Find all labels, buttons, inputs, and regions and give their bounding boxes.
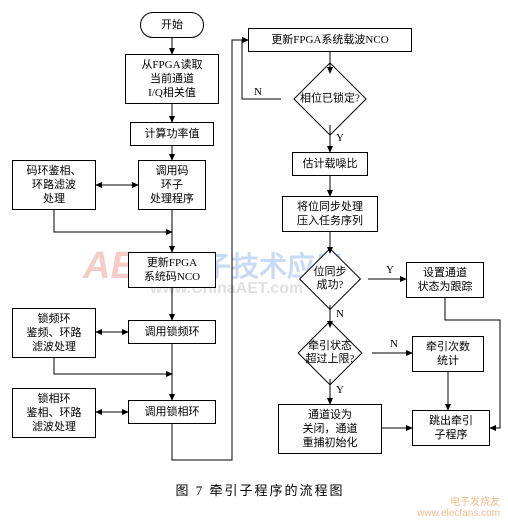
lbl-phase-n: N — [254, 86, 262, 98]
node-upd-carrier: 更新FPGA系统载波NCO — [248, 28, 412, 52]
lbl-bitsync-y: Y — [386, 264, 394, 276]
node-call-fll: 调用锁频环 — [128, 320, 216, 344]
label-call-code: 调用码 环子 处理程序 — [150, 164, 194, 207]
node-est-cn0: 估计载噪比 — [292, 152, 368, 176]
node-pull-over: 牵引状态 超过上限? — [288, 326, 372, 380]
label-upd-carrier: 更新FPGA系统载波NCO — [271, 33, 388, 47]
node-calc-pwr: 计算功率值 — [130, 122, 214, 146]
label-start: 开始 — [161, 18, 183, 32]
label-pll-loop: 锁相环 鉴相、环路 滤波处理 — [27, 392, 82, 435]
label-bitsync-ok: 位同步 成功? — [314, 266, 347, 292]
node-pull-count: 牵引次数 统计 — [412, 336, 484, 372]
node-phase-lock: 相位已锁定? — [280, 72, 380, 126]
label-read-iq: 从FPGA读取 当前通道 I/Q相关值 — [141, 58, 202, 101]
label-bit-sync: 将位同步处理 压入任务序列 — [297, 200, 363, 229]
label-upd-code: 更新FPGA 系统码NCO — [144, 256, 200, 285]
lbl-pullover-y: Y — [336, 384, 344, 396]
label-fll-loop: 锁频环 鉴频、环路 滤波处理 — [27, 312, 82, 355]
label-pull-count: 牵引次数 统计 — [426, 340, 470, 369]
lbl-phase-y: Y — [336, 132, 344, 144]
node-set-track: 设置通道 状态为跟踪 — [406, 262, 484, 298]
node-code-loop: 码环鉴相、 环路滤波 处理 — [12, 160, 96, 210]
lbl-bitsync-n: N — [336, 308, 344, 320]
label-call-pll: 调用锁相环 — [145, 405, 200, 419]
node-read-iq: 从FPGA读取 当前通道 I/Q相关值 — [125, 54, 219, 104]
label-pull-over: 牵引状态 超过上限? — [306, 340, 355, 366]
label-set-track: 设置通道 状态为跟踪 — [418, 266, 473, 295]
node-exit-sub: 跳出牵引 子程序 — [412, 410, 490, 446]
node-fll-loop: 锁频环 鉴频、环路 滤波处理 — [12, 308, 96, 358]
node-call-pll: 调用锁相环 — [128, 400, 216, 424]
label-est-cn0: 估计载噪比 — [303, 157, 358, 171]
node-pll-loop: 锁相环 鉴相、环路 滤波处理 — [12, 388, 96, 438]
label-exit-sub: 跳出牵引 子程序 — [429, 414, 473, 443]
label-code-loop: 码环鉴相、 环路滤波 处理 — [27, 164, 82, 207]
caption: 图 7 牵引子程序的流程图 — [100, 480, 420, 499]
label-calc-pwr: 计算功率值 — [145, 127, 200, 141]
node-call-code: 调用码 环子 处理程序 — [138, 160, 206, 210]
label-call-fll: 调用锁频环 — [145, 325, 200, 339]
lbl-pullover-n: N — [390, 338, 398, 350]
node-bit-sync: 将位同步处理 压入任务序列 — [282, 196, 378, 232]
node-start: 开始 — [140, 12, 204, 38]
node-bitsync-ok: 位同步 成功? — [292, 252, 368, 306]
node-upd-code: 更新FPGA 系统码NCO — [128, 252, 216, 288]
wm-src: 电子发烧友 www.elecfans.com — [417, 497, 500, 519]
label-close-ch: 通道设为 关闭，通道 重捕初始化 — [303, 408, 358, 451]
label-phase-lock: 相位已锁定? — [300, 92, 360, 105]
node-close-ch: 通道设为 关闭，通道 重捕初始化 — [278, 404, 382, 454]
